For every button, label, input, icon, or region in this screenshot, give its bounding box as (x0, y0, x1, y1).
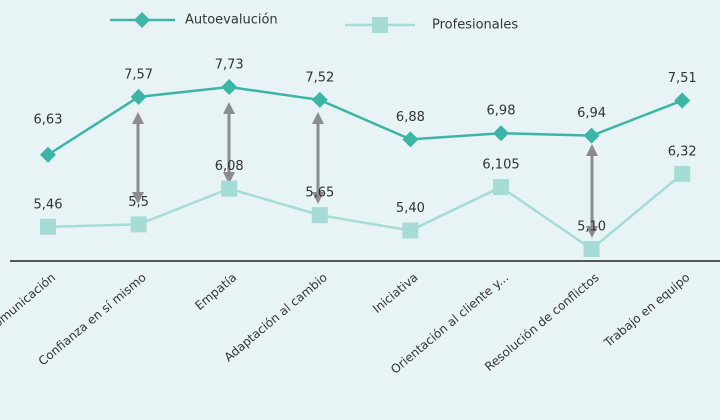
data-label: 5,46 (34, 197, 63, 212)
data-label: 7,73 (215, 58, 244, 73)
x-tick-label: Empatía (192, 270, 239, 313)
gap-arrows (132, 102, 598, 238)
data-label: 6,32 (668, 144, 697, 159)
marker (40, 146, 56, 163)
data-label: 5,40 (396, 201, 425, 216)
marker (402, 222, 419, 239)
marker (583, 127, 600, 144)
legend-label: Autoevalución (185, 13, 278, 28)
data-label: 5,65 (305, 186, 334, 201)
data-label: 5,5 (128, 195, 149, 210)
marker (311, 207, 328, 224)
marker (311, 91, 328, 108)
series-line (47, 85, 683, 156)
data-label: 7,52 (305, 70, 334, 85)
data-label: 6,63 (34, 112, 63, 127)
series-line (47, 172, 683, 251)
marker (130, 216, 147, 233)
marker (493, 179, 509, 196)
x-tick-label: Iniciativa (370, 270, 421, 316)
legend-label: Profesionales (432, 18, 518, 33)
x-tick-label: Trabajo en equipo (601, 270, 693, 350)
marker (402, 131, 419, 148)
x-tick-label: Adaptación al cambio (222, 270, 330, 364)
marker (674, 92, 691, 109)
data-label: 6,88 (396, 110, 425, 125)
data-label: 6,98 (487, 104, 516, 119)
marker (40, 218, 56, 235)
marker (372, 17, 388, 33)
data-label: 7,51 (668, 71, 697, 86)
marker (130, 88, 147, 105)
data-label: 6,105 (482, 158, 519, 173)
marker (493, 125, 509, 142)
marker (221, 79, 238, 95)
x-tick-label: Comunicación (0, 270, 58, 335)
marker (674, 165, 691, 182)
data-label: 5,10 (577, 220, 606, 235)
marker (221, 180, 238, 197)
data-label: 6,08 (215, 159, 244, 174)
marker (134, 12, 150, 28)
marker (583, 241, 600, 257)
data-label: 6,94 (577, 106, 606, 121)
data-label: 7,57 (124, 67, 153, 82)
